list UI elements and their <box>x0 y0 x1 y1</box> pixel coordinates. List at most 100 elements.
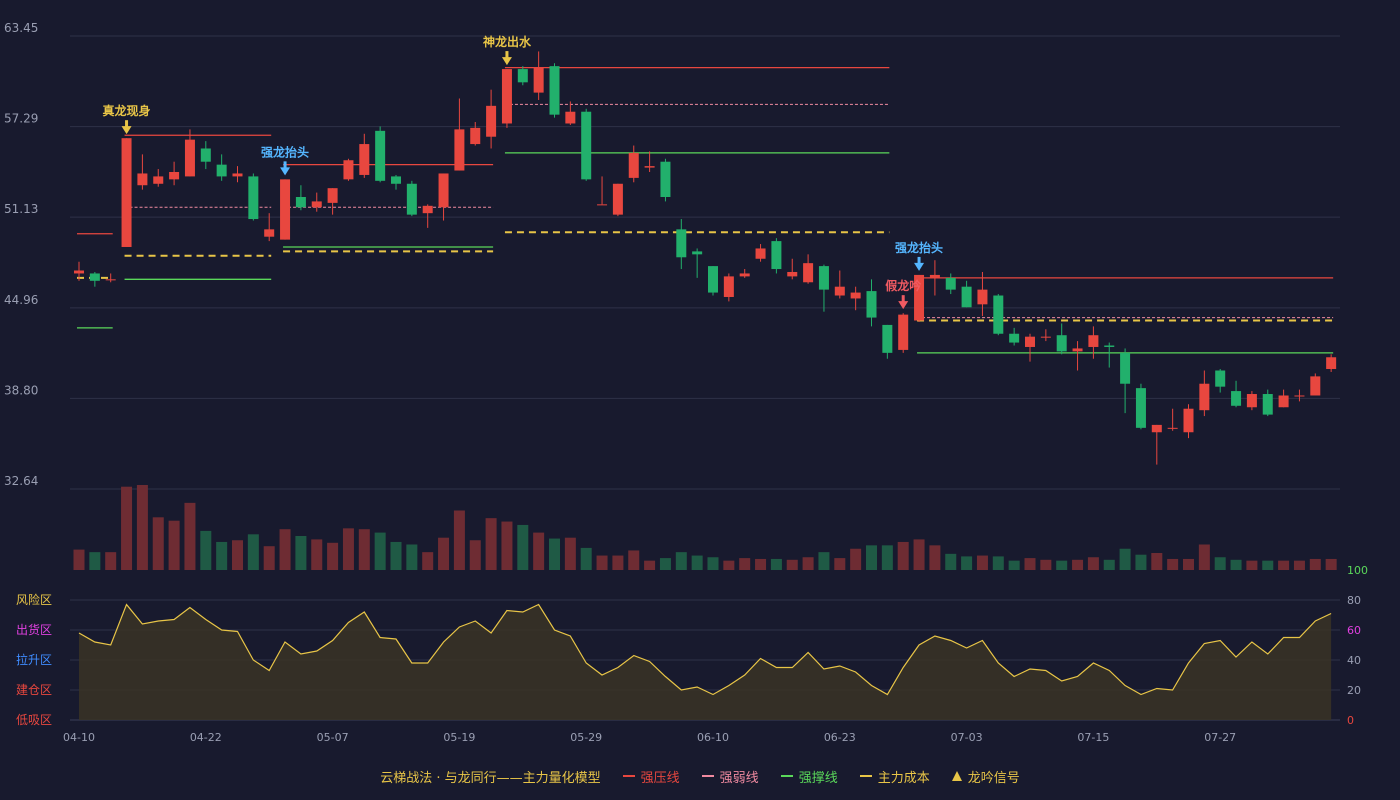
candle-body <box>739 273 750 277</box>
candle-body <box>375 130 386 181</box>
volume-bar <box>327 542 339 570</box>
signal-label: 假龙吟 <box>885 278 921 293</box>
candle-body <box>676 229 687 258</box>
osc-tick-label: 20 <box>1347 684 1361 697</box>
candle-body <box>105 279 116 281</box>
legend-swatch-pressure <box>622 775 635 777</box>
candle-body <box>977 289 988 305</box>
x-tick-label: 06-23 <box>824 731 856 744</box>
candle-body <box>628 152 639 178</box>
candle-body <box>343 160 354 180</box>
volume-bar <box>184 502 196 570</box>
legend-swatch-cost <box>859 775 872 777</box>
signal-arrow-stem <box>125 120 129 128</box>
legend-item-cost: 主力成本 <box>859 767 930 786</box>
volume-bar <box>1262 560 1274 570</box>
candle-body <box>1231 391 1242 406</box>
candle-body <box>929 274 940 278</box>
volume-bar <box>564 537 576 570</box>
legend-label-support: 强撑线 <box>798 770 838 786</box>
volume-bar <box>1325 558 1337 570</box>
candle-body <box>850 292 861 299</box>
candle-body <box>327 188 338 203</box>
volume-bar <box>612 555 624 570</box>
candle-body <box>1088 335 1099 347</box>
volume-bar <box>1246 560 1258 570</box>
x-tick-label: 05-19 <box>443 731 475 744</box>
volume-bar <box>596 555 608 570</box>
osc-area <box>79 604 1332 720</box>
legend-item-weak: 强弱线 <box>701 767 759 786</box>
candle-body <box>533 67 544 93</box>
volume-bar <box>453 510 465 570</box>
volume-bar <box>675 552 687 570</box>
legend: 云梯战法 · 与龙同行——主力量化模型 强压线 强弱线 强撑线 主力成本 龙吟信… <box>0 766 1400 786</box>
volume-bar <box>295 536 307 570</box>
signal-arrow-stem <box>283 161 287 169</box>
volume-bar <box>1214 557 1226 570</box>
signal-arrow-icon <box>121 126 132 135</box>
x-tick-label: 07-15 <box>1077 731 1109 744</box>
volume-bar <box>263 546 275 570</box>
volume-bar <box>168 520 180 570</box>
volume-bar <box>390 541 402 570</box>
volume-bar <box>770 558 782 570</box>
volume-bar <box>834 558 846 570</box>
x-tick-label: 04-22 <box>190 731 222 744</box>
candle-body <box>1246 394 1257 408</box>
volume-bar <box>723 560 735 570</box>
candle-body <box>121 138 132 247</box>
volume-bar <box>818 552 830 570</box>
candle-body <box>692 251 703 255</box>
candle-body <box>708 266 718 293</box>
x-tick-label: 04-10 <box>63 731 95 744</box>
candle-body <box>74 270 84 274</box>
candle-body <box>264 229 275 237</box>
volume-bar <box>1119 548 1131 570</box>
volume-bar <box>121 486 133 570</box>
volume-bar <box>976 555 988 570</box>
volume-bar <box>786 559 798 570</box>
candle-body <box>1215 370 1226 387</box>
candle-body <box>311 201 322 208</box>
volume-bar <box>152 517 164 570</box>
volume-bar <box>961 556 973 570</box>
volume-bar <box>1040 559 1052 570</box>
volume-bar <box>992 556 1004 570</box>
candle-body <box>612 183 623 215</box>
x-tick-label: 05-07 <box>317 731 349 744</box>
candle-body <box>517 69 528 83</box>
legend-title: 云梯战法 · 与龙同行——主力量化模型 <box>380 770 601 786</box>
candle-body <box>169 172 180 180</box>
volume-bar <box>628 550 640 570</box>
candle-body <box>898 314 909 350</box>
volume-bar <box>1008 560 1020 570</box>
volume-bar <box>897 541 909 570</box>
volume-bar <box>469 540 481 570</box>
candle-body <box>1104 345 1115 347</box>
candle-body <box>1056 335 1067 352</box>
volume-bar <box>945 553 957 570</box>
candle-body <box>1326 357 1337 370</box>
candle-body <box>803 263 814 283</box>
candle-body <box>771 241 782 270</box>
legend-label-pressure: 强压线 <box>640 770 680 786</box>
candle-body <box>882 324 893 353</box>
volume-bar <box>517 524 529 570</box>
x-tick-label: 06-10 <box>697 731 729 744</box>
volume-bar <box>1024 558 1036 570</box>
volume-bar <box>533 532 545 570</box>
candle-body <box>1025 336 1035 347</box>
signal-label: 强龙抬头 <box>895 240 943 255</box>
candle-body <box>470 127 481 145</box>
candle-body <box>597 204 608 206</box>
volume-bar <box>1151 553 1163 570</box>
candle-body <box>1262 394 1273 415</box>
candle-body <box>280 179 291 240</box>
legend-swatch-weak <box>701 775 714 777</box>
volume-bar <box>1087 557 1099 570</box>
candle-body <box>961 286 972 308</box>
volume-bar <box>1103 559 1115 570</box>
osc-tick-label: 60 <box>1347 624 1361 637</box>
volume-bar <box>342 528 354 570</box>
